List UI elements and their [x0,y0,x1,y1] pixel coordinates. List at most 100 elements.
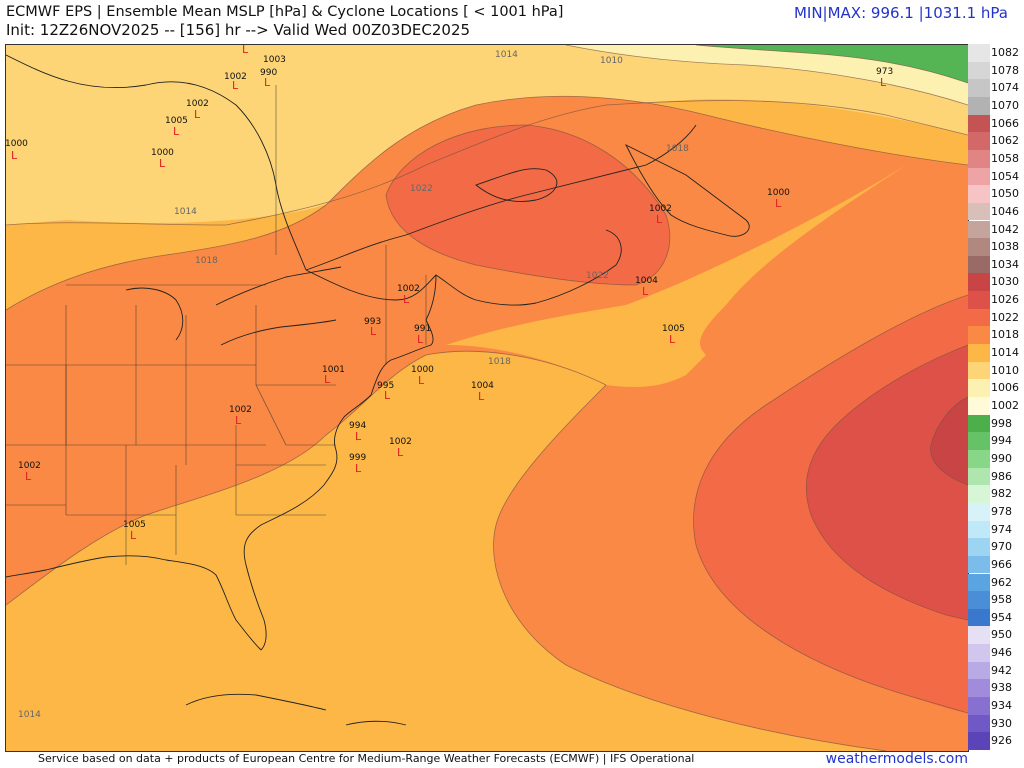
cyclone-l-symbol: L [232,79,239,92]
colorbar-label: 1026 [991,293,1019,307]
cyclone-l-symbol: L [384,389,391,402]
cyclone-pressure-label: 995 [377,381,394,391]
cyclone-l-symbol: L [11,149,18,162]
colorbar-label: 982 [991,487,1012,501]
cyclone-pressure-label: 1002 [18,461,41,471]
colorbar-label: 934 [991,699,1012,713]
colorbar-step: 1034 [968,255,1020,274]
colorbar-step: 1030 [968,273,1020,292]
colorbar-swatch [968,449,990,468]
colorbar-swatch [968,697,990,715]
colorbar-swatch [968,485,990,503]
colorbar-label: 1002 [991,399,1019,412]
colorbar-label: 1070 [991,98,1019,112]
cyclone-l-symbol: L [880,76,887,89]
site-link[interactable]: weathermodels.com [825,751,968,767]
colorbar-step: 1066 [968,114,1020,133]
colorbar-swatch [968,608,990,627]
colorbar-swatch [968,114,990,133]
colorbar-swatch [968,502,990,521]
colorbar-step: 990 [968,449,1020,468]
colorbar-step: 1038 [968,238,1020,256]
colorbar-step: 958 [968,591,1020,609]
colorbar-label: 1014 [991,346,1019,360]
colorbar-label: 1066 [991,116,1019,130]
colorbar-swatch [968,714,990,733]
colorbar-step: 1002 [968,397,1020,415]
colorbar-step: 1070 [968,96,1020,115]
colorbar-swatch [968,326,990,345]
colorbar-label: 962 [991,575,1012,589]
colorbar-label: 1046 [991,204,1019,218]
cyclone-l-symbol: L [397,446,404,459]
cyclone-l-symbol: L [25,470,32,483]
colorbar-swatch [968,414,990,433]
colorbar-step: 982 [968,485,1020,503]
isobar-label: 1018 [195,256,218,266]
colorbar-step: 1054 [968,167,1020,186]
colorbar-step: 962 [968,573,1020,592]
min-max-readout: MIN|MAX: 996.1 |1031.1 hPa [793,4,1008,22]
colorbar-label: 970 [991,540,1012,554]
colorbar-label: 1058 [991,151,1019,165]
isobar-contours [6,45,968,751]
colorbar-swatch [968,167,990,186]
cyclone-pressure-label: 994 [349,421,366,431]
colorbar-step: 1082 [968,44,1020,62]
colorbar-label: 1078 [991,63,1019,77]
colorbar-step: 1022 [968,308,1020,327]
colorbar-step: 1010 [968,361,1020,380]
colorbar-swatch [968,379,990,397]
map-panel[interactable]: 1014 1010 1018 1022 1014 1018 1018 1022 … [5,44,969,752]
colorbar-label: 946 [991,646,1012,660]
mslp-map[interactable]: 1014 1010 1018 1022 1014 1018 1018 1022 … [6,45,968,751]
colorbar-swatch [968,202,990,221]
colorbar-swatch [968,291,990,309]
colorbar-step: 942 [968,661,1020,680]
colorbar-label: 986 [991,469,1012,483]
colorbar-label: 942 [991,663,1012,677]
colorbar-swatch [968,591,990,609]
cyclone-pressure-label: 1002 [389,437,412,447]
map-valid-time: Init: 12Z26NOV2025 -- [156] hr --> Valid… [6,21,471,39]
colorbar-step: 978 [968,502,1020,521]
colorbar-label: 1006 [991,381,1019,395]
colorbar-swatch [968,273,990,292]
isobar-label: 1014 [495,50,518,60]
colorbar-swatch [968,238,990,256]
cyclone-pressure-label: 999 [349,453,366,463]
colorbar-swatch [968,644,990,662]
colorbar-step: 1062 [968,132,1020,150]
colorbar-step: 998 [968,414,1020,433]
colorbar-swatch [968,255,990,274]
cyclone-pressure-label: 1002 [397,284,420,294]
cyclone-l-symbol: L [324,373,331,386]
colorbar-label: 950 [991,628,1012,642]
colorbar-step: 926 [968,732,1020,750]
cyclone-l-symbol: L [642,285,649,298]
colorbar-label: 1074 [991,81,1019,95]
map-title: ECMWF EPS | Ensemble Mean MSLP [hPa] & C… [6,4,564,20]
cyclone-l-symbol: L [355,462,362,475]
colorbar-step: 1074 [968,79,1020,97]
cyclone-l-symbol: L [235,414,242,427]
cyclone-l-symbol: L [130,529,137,542]
cyclone-pressure-label: 1002 [186,99,209,109]
colorbar-swatch [968,44,990,62]
colorbar-label: 938 [991,681,1012,695]
cyclone-pressure-label: 1005 [165,116,188,126]
colorbar-step: 938 [968,679,1020,698]
cyclone-pressure-label: 1000 [6,139,28,149]
colorbar-step: 1014 [968,344,1020,362]
colorbar-step: 1078 [968,61,1020,80]
colorbar-swatch [968,732,990,750]
colorbar-label: 1038 [991,240,1019,254]
cyclone-pressure-label: 1000 [767,188,790,198]
cyclone-pressure-label: 1001 [322,365,345,375]
isobar-fill-1026-east [806,345,968,620]
cyclone-pressure-label: 1002 [224,72,247,82]
cyclone-l-symbol: L [264,76,271,89]
pressure-colorbar: 1082 1078 1074 1070 1066 1062 1058 1054 1050 1046… [968,44,1020,750]
colorbar-swatch [968,555,990,574]
colorbar-swatch [968,132,990,150]
